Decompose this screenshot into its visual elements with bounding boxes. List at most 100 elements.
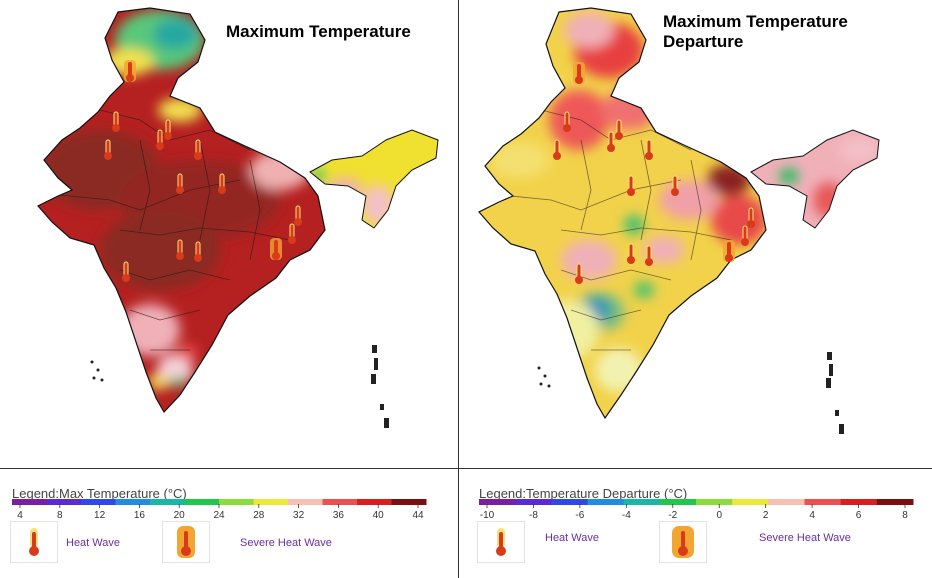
heat-wave-marker [615,119,623,140]
panel-divider-vertical [458,0,459,578]
panel-divider-horizontal [0,468,932,469]
northeast-outline [750,129,880,229]
heat-wave-marker [124,60,136,82]
color-segment [357,499,392,505]
heat-wave-marker [741,225,749,246]
severe-heat-wave-key-box [162,521,210,563]
color-segment [804,499,842,505]
tick-label: 16 [134,510,146,521]
tick-label: -2 [668,510,677,521]
max-temperature-map-panel: Maximum Temperature [0,0,458,468]
severe-thermometer-icon [672,526,694,558]
color-segment [876,499,914,505]
color-segment [253,499,289,505]
heat-wave-marker [112,111,120,132]
color-segment [322,499,358,505]
tick-label: -8 [529,510,538,521]
heat-wave-marker [575,263,583,284]
tick-label: 8 [57,510,63,521]
tick-label: -6 [575,510,584,521]
tick-label: -10 [480,510,495,521]
heat-wave-marker [627,175,635,196]
thermometer-icon [496,528,506,556]
northeast-outline [309,129,439,229]
severe-thermometer-icon [177,526,195,558]
max-temperature-map [37,7,439,428]
tick-label: 36 [333,510,345,521]
color-segment [150,499,185,505]
heat-wave-marker [156,129,164,150]
color-segment [184,499,220,505]
temperature-departure-map-panel: Maximum Temperature Departure [459,0,932,468]
color-segment [587,499,625,505]
tick-label: 44 [412,510,424,521]
heat-wave-marker [176,173,184,194]
andaman-islands [371,345,389,428]
color-scale-bar: -10 -8 -6 -4 -2 0 2 4 6 8 [479,499,914,521]
tick-label: 8 [902,510,908,521]
severe-heat-wave-key-box [659,521,707,563]
severe-heat-wave-marker [723,240,735,262]
heat-wave-label: Heat Wave [545,532,600,544]
color-segment [551,499,588,505]
heat-wave-marker [627,243,635,264]
tick-label: 28 [253,510,265,521]
color-scale-bar: 4 8 12 16 20 24 28 32 36 40 44 [12,499,427,521]
heat-wave-marker [194,139,202,160]
color-segment [768,499,805,505]
heat-wave-markers [553,62,755,284]
severe-heat-wave-marker [270,238,282,260]
heat-wave-marker [218,173,226,194]
color-segment [391,499,427,505]
max-temperature-title: Maximum Temperature [226,22,411,41]
heat-wave-marker [104,139,112,160]
color-segment [732,499,769,505]
tick-label: 6 [856,510,862,521]
color-segment [81,499,116,505]
heat-wave-marker [645,245,653,266]
color-segment [479,499,516,505]
legend-title: Legend:Max Temperature (°C) [12,486,187,501]
tick-label: 20 [174,510,186,521]
color-segment [288,499,323,505]
india-outline [478,7,767,420]
severe-heat-wave-marker [573,62,585,84]
tick-label: 0 [716,510,722,521]
heat-wave-marker [607,131,615,152]
heat-wave-marker [122,261,130,282]
heat-wave-label: Heat Wave [66,537,121,549]
color-segment [115,499,151,505]
heat-wave-marker [288,223,296,244]
heat-wave-key-box [477,521,525,563]
india-outline [37,7,326,414]
heat-wave-marker [164,119,172,140]
color-segment [623,499,661,505]
tick-label: 40 [373,510,385,521]
tick-label: 2 [763,510,769,521]
mainland-departure-fill [479,8,766,418]
thermometer-icon [29,528,39,556]
andaman-islands [826,352,844,434]
tick-label: 32 [293,510,305,521]
tick-label: 24 [213,510,225,521]
temperature-departure-title: Maximum Temperature Departure [663,12,848,51]
tick-label: 4 [809,510,815,521]
severe-heat-wave-label: Severe Heat Wave [759,532,851,544]
color-segment [219,499,254,505]
legend-title: Legend:Temperature Departure (°C) [479,486,688,501]
color-segment [840,499,878,505]
temperature-departure-map [478,7,880,434]
heat-wave-marker [747,207,755,228]
color-segment [515,499,552,505]
tick-label: 12 [94,510,106,521]
tick-label: 4 [17,510,23,521]
color-segment [696,499,733,505]
heat-wave-marker [645,139,653,160]
heat-wave-marker [671,175,679,196]
heat-wave-marker [553,139,561,160]
heat-wave-markers [104,60,302,282]
heat-wave-marker [176,239,184,260]
heat-wave-marker [194,241,202,262]
lakshadweep-islands [537,366,551,388]
mainland-temperature-fill [38,8,325,412]
